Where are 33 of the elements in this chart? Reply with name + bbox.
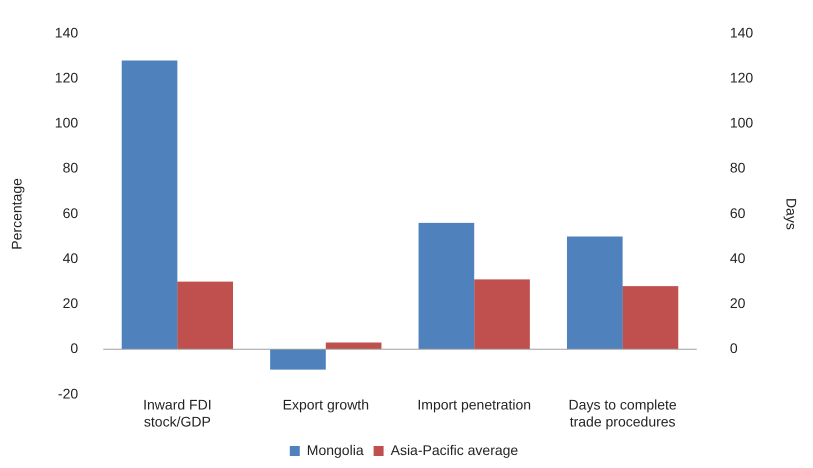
x-tick-label: Export growth xyxy=(282,396,369,413)
legend-label: Asia-Pacific average xyxy=(390,442,518,458)
y-tick-label: -20 xyxy=(58,385,78,402)
y-tick-label: 100 xyxy=(54,114,78,131)
bar xyxy=(566,236,623,350)
x-tick-label: Inward FDI stock/GDP xyxy=(143,396,212,430)
bar xyxy=(177,282,234,350)
y-tick-label: 60 xyxy=(62,204,78,221)
y-tick-label: 20 xyxy=(62,295,78,312)
y2-tick-label: 80 xyxy=(730,160,746,176)
y-tick-label: 140 xyxy=(54,24,78,40)
y2-tick-label: 0 xyxy=(730,340,738,356)
y-tick-label: 80 xyxy=(62,160,78,176)
y2-tick-label: 100 xyxy=(730,114,754,131)
y2-axis-title: Days xyxy=(784,198,800,230)
y-axis-title: Percentage xyxy=(8,178,24,250)
legend-label: Mongolia xyxy=(306,442,364,458)
y-tick-label: 0 xyxy=(70,340,78,356)
bar xyxy=(474,279,530,350)
y2-tick-label: 140 xyxy=(730,24,754,40)
y-tick-label: 120 xyxy=(54,69,78,86)
y2-tick-label: 40 xyxy=(730,250,746,266)
y2-tick-label: 120 xyxy=(730,69,754,86)
bar xyxy=(270,349,326,370)
bar xyxy=(122,60,178,350)
bar xyxy=(326,342,382,350)
y2-tick-label: 60 xyxy=(730,204,746,221)
bar xyxy=(418,222,474,350)
x-tick-label: Days to complete trade procedures xyxy=(568,396,677,430)
y-tick-label: 40 xyxy=(62,250,78,266)
x-tick-label: Import penetration xyxy=(417,396,532,413)
y2-tick-label: 20 xyxy=(730,295,746,312)
bar xyxy=(622,286,678,350)
